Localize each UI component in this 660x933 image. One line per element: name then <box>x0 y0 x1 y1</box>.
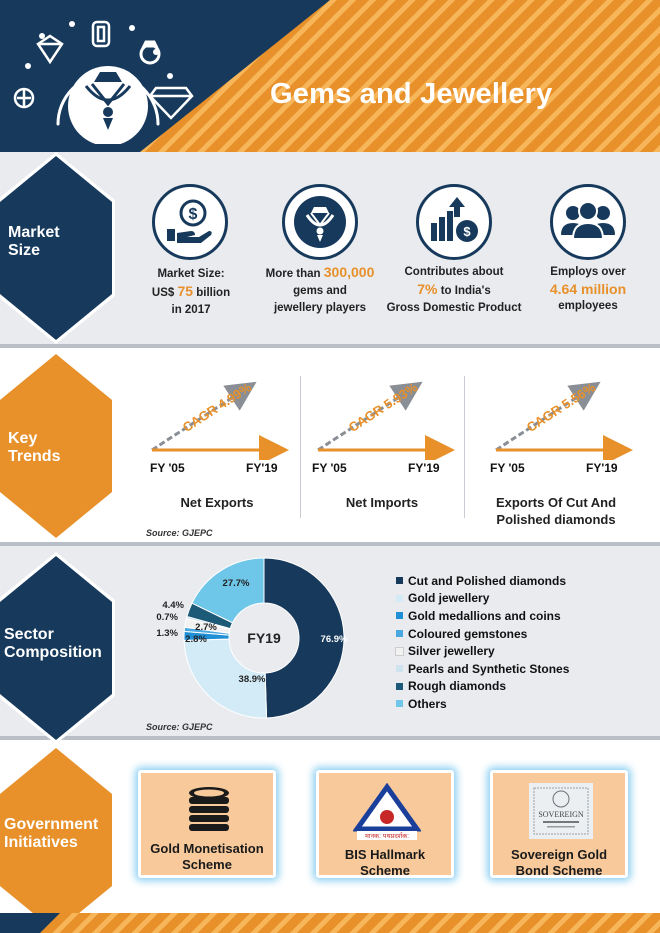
legend-swatch <box>396 630 403 638</box>
bond-logo-text: SOVEREIGN <box>538 810 584 819</box>
legend-label: Silver jewellery <box>408 644 495 659</box>
column-separator <box>464 376 465 518</box>
trend-name: Net Imports <box>345 495 419 510</box>
emerald-icon <box>91 20 111 48</box>
market-size-label: Market Size <box>8 224 60 259</box>
diamond-icon <box>148 86 194 120</box>
legend-item: Cut and Polished diamonds <box>396 572 596 590</box>
legend-label: Gold jewellery <box>408 591 490 606</box>
period-end: FY'19 <box>586 461 618 475</box>
source-note: Source: GJEPC <box>146 722 213 732</box>
legend-item: Gold medallions and coins <box>396 607 596 625</box>
jewellery-icons-cluster <box>13 20 194 144</box>
legend-label: Coloured gemstones <box>408 626 528 641</box>
money-hand-icon: $ <box>152 184 228 260</box>
period-start: FY '05 <box>490 461 525 475</box>
legend-swatch <box>396 665 403 673</box>
net-exports-arrow <box>151 381 289 460</box>
slice-label: 38.9% <box>239 674 266 685</box>
legend-item: Coloured gemstones <box>396 625 596 643</box>
sector-label: Sector Composition <box>4 626 102 661</box>
legend-swatch <box>396 612 403 620</box>
necklace-icon <box>84 83 132 107</box>
pie-slice <box>263 557 345 719</box>
section-divider <box>0 542 660 546</box>
necklace-icon <box>282 184 358 260</box>
sovereign-gold-bond-card[interactable]: SOVEREIGN Sovereign Gold Bond Scheme <box>490 770 628 878</box>
period-start: FY '05 <box>312 461 347 475</box>
slice-label: 0.7% <box>156 612 178 623</box>
legend-item: Pearls and Synthetic Stones <box>396 660 596 678</box>
period-start: FY '05 <box>150 461 185 475</box>
bis-logo-text: मानक: पथप्रदर्शक: <box>365 832 409 840</box>
diamond-exports-arrow <box>495 381 633 460</box>
ring-icon <box>139 40 161 65</box>
government-hexagon <box>0 748 112 932</box>
legend-item: Rough diamonds <box>396 678 596 696</box>
svg-text:$: $ <box>463 224 471 239</box>
legend-item: Silver jewellery <box>395 642 596 660</box>
card-label: BIS Hallmark Scheme <box>344 847 426 878</box>
legend-swatch <box>396 682 403 690</box>
slice-label: 1.3% <box>156 628 178 639</box>
section-divider <box>0 736 660 740</box>
legend-label: Pearls and Synthetic Stones <box>408 661 570 676</box>
legend-label: Rough diamonds <box>408 679 506 694</box>
pie-center-label: FY19 <box>247 630 281 646</box>
card-label: Sovereign Gold Bond Scheme <box>510 847 608 878</box>
market-size-stat: Market Size: US$ 75 billion in 2017 <box>151 268 231 316</box>
sector-pie-chart: 76.9% 38.9% 2.8% 1.3% 2.7% 0.7%4.4% 27.7% FY19 <box>156 557 348 719</box>
trend-name: Exports Of Cut And Polished diamonds <box>495 495 617 527</box>
legend-item: Gold jewellery <box>396 590 596 608</box>
slice-label: 76.9% <box>321 634 348 645</box>
key-trends-label: Key Trends <box>8 430 61 465</box>
slice-label: 27.7% <box>223 578 250 589</box>
players-stat: More than 300,000 gems and jewellery pla… <box>265 264 375 314</box>
gdp-stat: Contributes about 7% to India's Gross Do… <box>386 266 522 314</box>
round-gem-icon <box>13 87 35 109</box>
period-end: FY'19 <box>408 461 440 475</box>
bis-hallmark-card[interactable]: मानक: पथप्रदर्शक: BIS Hallmark Scheme <box>316 770 454 878</box>
footer-navy-panel <box>0 913 60 933</box>
growth-chart-icon: $ <box>416 184 492 260</box>
gold-monetisation-card[interactable]: Gold Monetisation Scheme <box>138 770 276 878</box>
slice-label: 2.8% <box>185 634 207 645</box>
sector-hexagon <box>0 556 112 740</box>
footer-stripes <box>0 913 660 933</box>
period-end: FY'19 <box>246 461 278 475</box>
pie-legend: Cut and Polished diamonds Gold jewellery G… <box>395 572 596 713</box>
legend-label: Others <box>408 696 447 711</box>
source-note: Source: GJEPC <box>146 528 213 538</box>
legend-swatch <box>396 700 403 708</box>
sovereign-gold-bond-icon: SOVEREIGN <box>529 783 593 839</box>
slice-label: 2.7% <box>195 622 217 633</box>
trend-name: Net Exports <box>180 495 254 510</box>
government-label: Government Initiatives <box>4 816 99 851</box>
net-imports-arrow <box>317 381 455 460</box>
page-title: Gems and Jewellery <box>270 78 553 110</box>
legend-label: Cut and Polished diamonds <box>408 573 567 588</box>
pie-slice <box>183 638 268 719</box>
legend-swatch <box>395 646 404 656</box>
legend-swatch <box>396 594 403 602</box>
legend-label: Gold medallions and coins <box>408 608 561 623</box>
employees-icon <box>550 184 626 260</box>
trend-arrows <box>151 381 633 460</box>
column-separator <box>300 376 301 518</box>
legend-swatch <box>396 577 403 585</box>
legend-item: Others <box>396 695 596 713</box>
pie-slice <box>191 557 265 624</box>
gem-icon <box>36 34 64 65</box>
section-divider <box>0 344 660 348</box>
card-label: Gold Monetisation Scheme <box>150 841 264 872</box>
employees-stat: Employs over 4.64 million employees <box>549 266 627 312</box>
svg-text:$: $ <box>189 206 198 223</box>
slice-label: 4.4% <box>162 600 184 611</box>
gold-coins-icon <box>189 787 229 831</box>
bis-logo-icon: मानक: पथप्रदर्शक: <box>353 783 421 840</box>
